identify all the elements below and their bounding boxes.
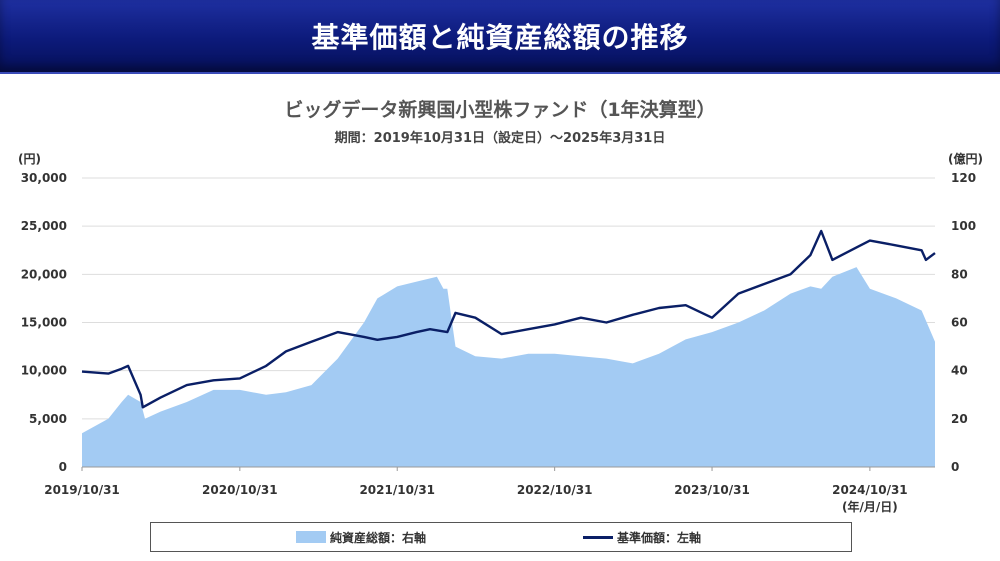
x-axis-tick-label: 2024/10/31 <box>832 483 908 497</box>
legend-label-net-assets: 純資産総額：右軸 <box>330 530 427 545</box>
x-axis-tick-label: 2019/10/31 <box>44 483 120 497</box>
legend-label-nav: 基準価額：左軸 <box>617 530 702 545</box>
x-axis-tick-label: 2022/10/31 <box>517 483 593 497</box>
page-title: 基準価額と純資産総額の推移 <box>311 21 689 54</box>
chart-title: ビッグデータ新興国小型株ファンド（1年決算型） <box>284 99 716 121</box>
legend-item-net-assets: 純資産総額：右軸 <box>296 523 426 551</box>
left-axis-ticks: 30,000 25,000 20,000 15,000 10,000 5,000 0 <box>21 171 67 474</box>
header-banner: 基準価額と純資産総額の推移 <box>0 0 1000 74</box>
x-axis-ticks: 2019/10/31 2020/10/31 2021/10/31 2022/10/31… <box>44 467 908 497</box>
right-axis-tick-label: 120 <box>951 171 976 185</box>
left-axis-tick-label: 0 <box>59 460 67 474</box>
right-axis-ticks: 120 100 80 60 40 20 0 <box>951 171 976 474</box>
nav-line <box>81 229 936 409</box>
right-axis-tick-label: 20 <box>951 412 968 426</box>
right-axis-tick-label: 0 <box>951 460 959 474</box>
x-axis-unit-note: (年/月/日) <box>842 499 898 514</box>
chart-subtitle: 期間：2019年10月31日（設定日）～2025年3月31日 <box>334 131 666 146</box>
x-axis-tick-label: 2021/10/31 <box>359 483 435 497</box>
left-axis-tick-label: 25,000 <box>21 219 67 233</box>
right-axis-tick-label: 40 <box>951 364 968 378</box>
left-axis-tick-label: 15,000 <box>21 316 67 330</box>
legend-item-nav: 基準価額：左軸 <box>583 523 701 551</box>
right-axis-tick-label: 100 <box>951 219 976 233</box>
left-axis-tick-label: 10,000 <box>21 364 67 378</box>
left-axis-tick-label: 30,000 <box>21 171 67 185</box>
x-axis-tick-label: 2020/10/31 <box>202 483 278 497</box>
right-axis-unit: (億円) <box>948 152 983 166</box>
x-axis-tick-label: 2023/10/31 <box>674 483 750 497</box>
net-assets-area <box>82 267 935 467</box>
left-axis-tick-label: 5,000 <box>29 412 67 426</box>
left-axis-tick-label: 20,000 <box>21 267 67 281</box>
right-axis-tick-label: 60 <box>951 316 968 330</box>
legend-swatch-area <box>296 531 326 543</box>
legend-swatch-line <box>583 535 613 539</box>
right-axis-tick-label: 80 <box>951 267 968 281</box>
legend: 純資産総額：右軸 基準価額：左軸 <box>150 522 852 552</box>
left-axis-unit: (円) <box>18 152 41 166</box>
